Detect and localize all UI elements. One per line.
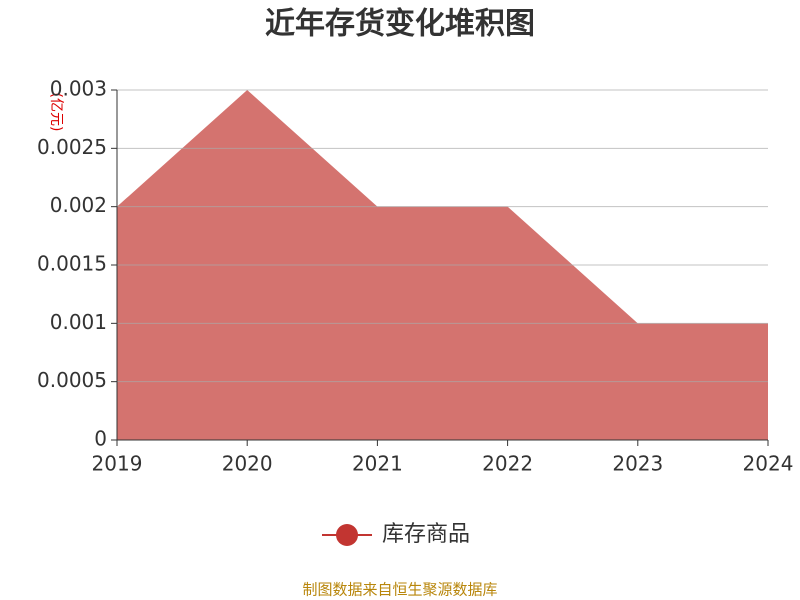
y-axis-label: (亿元) xyxy=(48,93,64,132)
y-tick-label: 0.003 xyxy=(50,77,107,101)
x-tick-label: 2023 xyxy=(612,452,663,476)
x-tick-label: 2024 xyxy=(743,452,794,476)
legend-label: 库存商品 xyxy=(382,522,470,547)
legend-marker xyxy=(336,524,358,546)
y-tick-label: 0.001 xyxy=(50,310,107,334)
y-tick-label: 0.002 xyxy=(50,193,107,217)
y-tick-label: 0.0005 xyxy=(37,368,107,392)
y-tick-label: 0.0025 xyxy=(37,135,107,159)
y-tick-label: 0 xyxy=(94,427,107,451)
chart-title: 近年存货变化堆积图 xyxy=(265,7,535,42)
x-tick-label: 2020 xyxy=(222,452,273,476)
legend-item: 库存商品 xyxy=(322,522,470,547)
y-tick-label: 0.0015 xyxy=(37,252,107,276)
x-tick-label: 2019 xyxy=(92,452,143,476)
x-tick-label: 2021 xyxy=(352,452,403,476)
source-note: 制图数据来自恒生聚源数据库 xyxy=(302,581,497,599)
x-tick-label: 2022 xyxy=(482,452,533,476)
